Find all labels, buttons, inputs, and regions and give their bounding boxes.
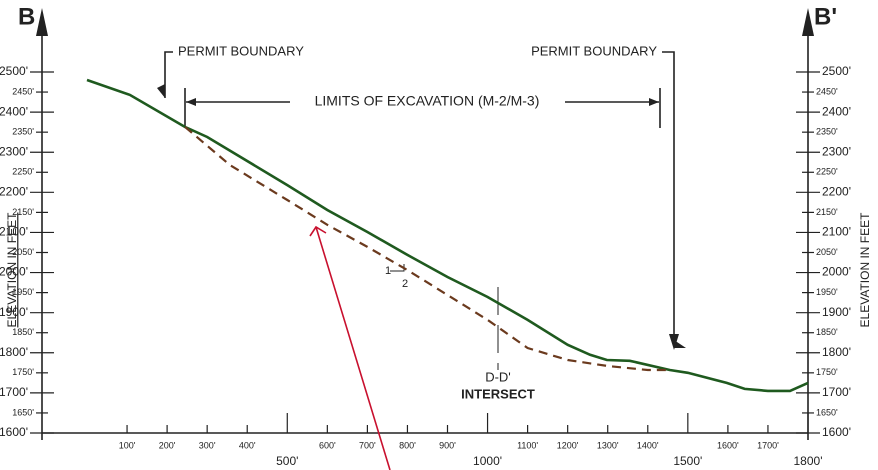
- y-tick-label: 1900': [822, 305, 851, 319]
- y-tick-label: 2150': [816, 207, 838, 217]
- pointer-arrow: [315, 226, 391, 470]
- y-tick-label: 2350': [12, 127, 34, 137]
- y-tick-label: 2450': [12, 86, 34, 96]
- arrowhead: [157, 84, 165, 98]
- y-tick-label: 1600': [0, 425, 28, 439]
- axis-title: ELEVATION IN FEET: [858, 212, 872, 328]
- axis-title: ELEVATION IN FEET: [5, 212, 19, 328]
- x-tick-label: 200': [159, 440, 176, 450]
- x-tick-label: 300': [199, 440, 216, 450]
- excavation-profile: [184, 126, 670, 372]
- arrowhead: [186, 98, 196, 106]
- arrowhead: [649, 98, 659, 106]
- y-tick-label: 2050': [12, 247, 34, 257]
- section-label: B: [18, 3, 35, 30]
- y-tick-label: 1650': [816, 407, 838, 417]
- y-tick-label: 2300': [822, 144, 851, 158]
- ground-profile: [86, 78, 809, 393]
- slope-symbol: [390, 264, 405, 272]
- annotation: 2: [402, 278, 408, 290]
- x-tick-label: 500': [276, 454, 298, 468]
- x-tick-label: 600': [319, 440, 336, 450]
- y-tick-label: 1700': [0, 385, 28, 399]
- y-tick-label: 2300': [0, 144, 28, 158]
- y-tick-label: 2100': [822, 225, 851, 239]
- x-tick-label: 700': [359, 440, 376, 450]
- x-tick-label: 1200': [557, 440, 579, 450]
- x-tick-label: 1000': [473, 454, 502, 468]
- y-tick-label: 2350': [816, 127, 838, 137]
- annotation: D-D': [485, 369, 511, 384]
- y-tick-label: 2000': [0, 265, 28, 279]
- x-tick-label: 1400': [637, 440, 659, 450]
- y-tick-label: 2000': [822, 265, 851, 279]
- y-tick-label: 1750': [12, 367, 34, 377]
- y-tick-label: 2200': [822, 185, 851, 199]
- y-tick-label: 1850': [12, 327, 34, 337]
- y-tick-label: 2250': [816, 167, 838, 177]
- y-tick-label: 2500': [822, 64, 851, 78]
- annotation: INTERSECT: [461, 386, 535, 401]
- x-tick-label: 1600': [717, 440, 739, 450]
- y-tick-label: 1650': [12, 407, 34, 417]
- y-tick-label: 1750': [816, 367, 838, 377]
- x-tick-label: 1100': [517, 440, 538, 450]
- left-arrow: [36, 8, 48, 36]
- arrowhead: [674, 340, 686, 348]
- y-tick-label: 2450': [816, 86, 838, 96]
- y-tick-label: 1800': [0, 345, 28, 359]
- y-tick-label: 2250': [12, 167, 34, 177]
- x-tick-label: 1300': [597, 440, 619, 450]
- y-tick-label: 2400': [822, 104, 851, 118]
- x-tick-label: 800': [399, 440, 416, 450]
- annotation: LIMITS OF EXCAVATION (M-2/M-3): [315, 93, 540, 109]
- annotation: 1: [385, 265, 391, 277]
- y-tick-label: 1850': [816, 327, 838, 337]
- section-label: B': [814, 3, 837, 30]
- x-tick-label: 1800': [794, 454, 823, 468]
- leader: [662, 51, 675, 340]
- y-tick-label: 1600': [822, 425, 851, 439]
- x-tick-label: 1700': [757, 440, 779, 450]
- annotation: PERMIT BOUNDARY: [178, 43, 304, 58]
- y-tick-label: 1800': [822, 345, 851, 359]
- y-tick-label: 1950': [816, 287, 838, 297]
- y-tick-label: 2100': [0, 225, 28, 239]
- y-tick-label: 1700': [822, 385, 851, 399]
- y-tick-label: 1900': [0, 305, 28, 319]
- y-tick-label: 2050': [816, 247, 838, 257]
- y-tick-label: 2400': [0, 104, 28, 118]
- y-tick-label: 2200': [0, 185, 28, 199]
- x-tick-label: 100': [119, 440, 136, 450]
- right-arrow: [802, 8, 814, 36]
- x-tick-label: 400': [239, 440, 256, 450]
- x-tick-label: 1500': [673, 454, 702, 468]
- y-tick-label: 1950': [12, 287, 34, 297]
- annotation: PERMIT BOUNDARY: [531, 43, 657, 58]
- x-tick-label: 900': [439, 440, 456, 450]
- y-tick-label: 2500': [0, 64, 28, 78]
- y-tick-label: 2150': [12, 207, 34, 217]
- leader: [164, 51, 173, 98]
- pointer-head: [309, 225, 327, 237]
